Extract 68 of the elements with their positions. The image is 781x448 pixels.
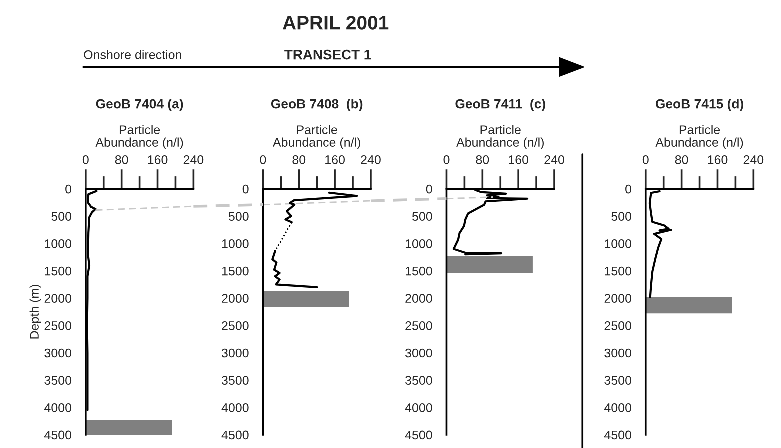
chart-title: GeoB 7404 (a)	[96, 99, 184, 112]
x-tick-label: 0	[82, 156, 89, 164]
y-tick-label: 3000	[222, 348, 249, 358]
y-tick-label: 2500	[44, 321, 72, 330]
y-tick-label: 1500	[45, 266, 72, 276]
y-tick-label: 4500	[405, 430, 432, 440]
x-tick-label: 0	[260, 156, 266, 164]
text: APRIL 2001	[282, 16, 389, 30]
y-tick-label: 2000	[44, 294, 72, 304]
y-tick-label: 0	[66, 184, 72, 194]
y-tick-label: 3500	[604, 376, 632, 386]
x-tick-label: 80	[675, 156, 688, 164]
y-tick-label: 3000	[44, 348, 72, 358]
x-axis-title: Particle Abundance (n/l)	[456, 125, 544, 150]
y-tick-label: 3500	[222, 376, 249, 386]
y-tick-label: 2500	[222, 321, 249, 330]
y-tick-label: 1500	[406, 266, 432, 276]
y-tick-label: 1500	[222, 266, 249, 276]
y-tick-label: 500	[228, 212, 249, 222]
y-tick-label: 2000	[406, 294, 432, 304]
y-tick-label: 4500	[222, 430, 249, 440]
chart-title: GeoB 7411 (c)	[456, 99, 546, 112]
x-tick-label: 80	[115, 156, 128, 164]
y-tick-label: 4000	[405, 403, 432, 412]
y-tick-label: 1000	[605, 240, 632, 248]
y-tick-label: 2500	[406, 321, 432, 330]
x-tick-label: 240	[361, 156, 381, 164]
y-tick-label: 0	[426, 184, 432, 194]
x-axis-title: Particle Abundance (n/l)	[656, 125, 744, 150]
y-tick-label: 4000	[44, 403, 72, 412]
chart-title: GeoB 7408 (b)	[271, 99, 363, 112]
y-tick-label: 4000	[222, 403, 249, 412]
y-tick-label: 1000	[406, 240, 432, 248]
y-tick-label: 1500	[605, 266, 632, 276]
y-tick-label: 3000	[604, 348, 632, 358]
y-tick-label: 0	[242, 184, 249, 194]
x-tick-label: 240	[544, 156, 564, 164]
x-axis-title: Particle Abundance (n/l)	[96, 125, 184, 150]
y-tick-label: 500	[52, 212, 72, 222]
x-tick-label: 0	[444, 156, 450, 164]
x-tick-label: 80	[292, 156, 306, 164]
y-axis-title: Depth (m)	[30, 285, 42, 339]
y-tick-label: 2500	[604, 321, 632, 330]
y-tick-label: 0	[626, 184, 632, 194]
x-tick-label: 160	[326, 156, 345, 164]
y-tick-label: 4500	[604, 430, 632, 440]
y-tick-label: 2000	[222, 294, 249, 304]
x-tick-label: 240	[184, 156, 204, 164]
text: TRANSECT 1	[284, 50, 372, 60]
x-tick-label: 160	[509, 156, 529, 164]
y-tick-label: 2000	[604, 294, 632, 304]
chart-title: GeoB 7415 (d)	[656, 99, 744, 112]
y-tick-label: 4000	[604, 403, 632, 412]
y-tick-label: 1000	[222, 240, 249, 248]
x-tick-label: 240	[744, 156, 764, 164]
x-tick-label: 80	[476, 156, 490, 164]
y-tick-label: 4500	[44, 430, 72, 440]
x-tick-label: 160	[148, 156, 168, 164]
x-tick-label: 160	[708, 156, 728, 164]
y-tick-label: 3500	[406, 376, 432, 386]
y-tick-label: 1000	[45, 240, 72, 248]
x-axis-title: Particle Abundance (n/l)	[272, 125, 360, 150]
text: Onshore direction	[84, 50, 182, 60]
y-tick-label: 3000	[406, 348, 432, 358]
y-tick-label: 500	[412, 212, 432, 222]
y-tick-label: 3500	[44, 376, 72, 386]
x-tick-label: 0	[642, 156, 649, 164]
y-tick-label: 500	[612, 212, 632, 222]
